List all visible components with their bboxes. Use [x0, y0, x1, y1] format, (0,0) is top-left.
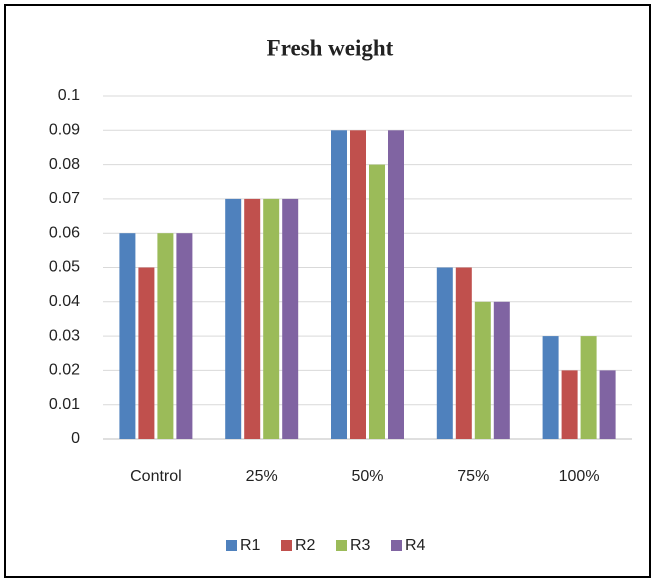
y-tick-label: 0.05 — [49, 259, 80, 276]
bar — [350, 130, 366, 440]
legend-swatch — [281, 540, 292, 551]
x-tick-label: 25% — [246, 468, 278, 485]
bar — [474, 301, 491, 439]
bar — [580, 336, 597, 439]
bar — [561, 370, 578, 439]
y-tick-label: 0.08 — [49, 156, 80, 173]
y-tick-label: 0.01 — [49, 396, 80, 413]
legend-label: R4 — [405, 537, 426, 554]
legend-swatch — [391, 540, 402, 551]
x-tick-label: 100% — [559, 468, 600, 485]
legend-swatch — [226, 540, 237, 551]
x-tick-label: 50% — [351, 468, 383, 485]
bar — [542, 336, 559, 439]
y-tick-label: 0.06 — [49, 224, 80, 241]
bar — [436, 267, 453, 439]
bar — [138, 267, 155, 439]
legend-label: R2 — [295, 537, 316, 554]
bar — [176, 233, 193, 439]
legend-swatch — [336, 540, 347, 551]
bar — [455, 267, 472, 439]
x-tick-label: 75% — [457, 468, 489, 485]
y-tick-label: 0.09 — [49, 122, 80, 139]
bar — [157, 233, 174, 439]
y-tick-label: 0 — [71, 430, 80, 447]
y-tick-label: 0.1 — [58, 87, 80, 104]
bar — [493, 301, 510, 439]
x-tick-label: Control — [130, 468, 182, 485]
y-tick-label: 0.03 — [49, 327, 80, 344]
bar — [225, 198, 242, 439]
y-tick-label: 0.07 — [49, 190, 80, 207]
bar — [388, 130, 404, 440]
bar — [369, 164, 385, 439]
chart-title: Fresh weight — [267, 35, 394, 60]
chart-border — [4, 4, 651, 578]
bar — [119, 233, 136, 439]
y-tick-label: 0.02 — [49, 362, 80, 379]
bar — [263, 198, 280, 439]
bar — [331, 130, 347, 440]
bar — [244, 198, 261, 439]
y-tick-label: 0.04 — [49, 293, 80, 310]
legend-label: R3 — [350, 537, 371, 554]
bar — [282, 198, 299, 439]
legend-label: R1 — [240, 537, 261, 554]
bar — [599, 370, 616, 439]
